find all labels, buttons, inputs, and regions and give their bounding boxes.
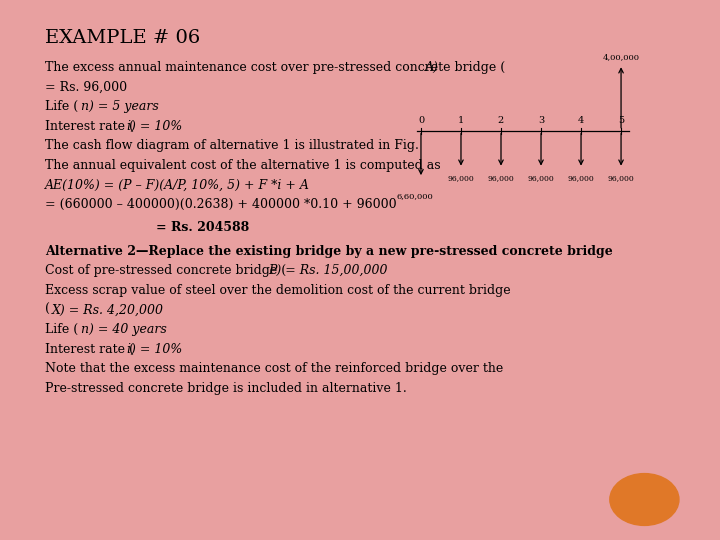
Text: 1: 1 [458, 116, 464, 125]
Text: n) = 5 years: n) = 5 years [81, 100, 158, 113]
Text: AE(10%) = (P – F)(A/P, 10%, 5) + F *i + A: AE(10%) = (P – F)(A/P, 10%, 5) + F *i + … [45, 178, 310, 192]
Text: 2: 2 [498, 116, 504, 125]
Text: 96,000: 96,000 [487, 174, 514, 183]
Text: i) = 10%: i) = 10% [127, 120, 182, 133]
Text: Note that the excess maintenance cost of the reinforced bridge over the: Note that the excess maintenance cost of… [45, 362, 503, 375]
Text: = Rs. 96,000: = Rs. 96,000 [45, 80, 127, 93]
Text: = (660000 – 400000)(0.2638) + 400000 *0.10 + 96000: = (660000 – 400000)(0.2638) + 400000 *0.… [45, 198, 396, 211]
Text: 96,000: 96,000 [448, 174, 474, 183]
Text: Interest rate (: Interest rate ( [45, 120, 134, 133]
Text: X) = Rs. 4,20,000: X) = Rs. 4,20,000 [53, 303, 164, 316]
Text: 96,000: 96,000 [567, 174, 595, 183]
Text: Pre-stressed concrete bridge is included in alternative 1.: Pre-stressed concrete bridge is included… [45, 382, 406, 395]
Text: The cash flow diagram of alternative 1 is illustrated in Fig.: The cash flow diagram of alternative 1 i… [45, 139, 418, 152]
Text: Cost of pre-stressed concrete bridge (: Cost of pre-stressed concrete bridge ( [45, 264, 286, 277]
Text: 4: 4 [578, 116, 584, 125]
Text: Alternative 2—Replace the existing bridge by a new pre-stressed concrete bridge: Alternative 2—Replace the existing bridg… [45, 245, 613, 258]
Text: 0: 0 [418, 116, 424, 125]
Text: = Rs. 204588: = Rs. 204588 [156, 221, 249, 234]
Text: EXAMPLE # 06: EXAMPLE # 06 [45, 29, 200, 47]
Text: The excess annual maintenance cost over pre-stressed concrete bridge (: The excess annual maintenance cost over … [45, 61, 505, 74]
Text: Life (: Life ( [45, 100, 78, 113]
Text: (: ( [45, 303, 50, 316]
Text: 96,000: 96,000 [528, 174, 554, 183]
Text: 3: 3 [538, 116, 544, 125]
Text: The annual equivalent cost of the alternative 1 is computed as: The annual equivalent cost of the altern… [45, 159, 440, 172]
Text: 6,60,000: 6,60,000 [397, 192, 433, 200]
Text: A): A) [425, 61, 438, 74]
Text: n) = 40 years: n) = 40 years [81, 323, 166, 336]
Text: Interest rate (: Interest rate ( [45, 342, 134, 355]
Text: Life (: Life ( [45, 323, 78, 336]
Text: Excess scrap value of steel over the demolition cost of the current bridge: Excess scrap value of steel over the dem… [45, 284, 510, 297]
Text: P) = Rs. 15,00,000: P) = Rs. 15,00,000 [269, 264, 388, 277]
Text: 96,000: 96,000 [608, 174, 634, 183]
Text: 5: 5 [618, 116, 624, 125]
Text: 4,00,000: 4,00,000 [603, 53, 639, 61]
Circle shape [610, 474, 679, 525]
Text: i) = 10%: i) = 10% [127, 342, 182, 355]
